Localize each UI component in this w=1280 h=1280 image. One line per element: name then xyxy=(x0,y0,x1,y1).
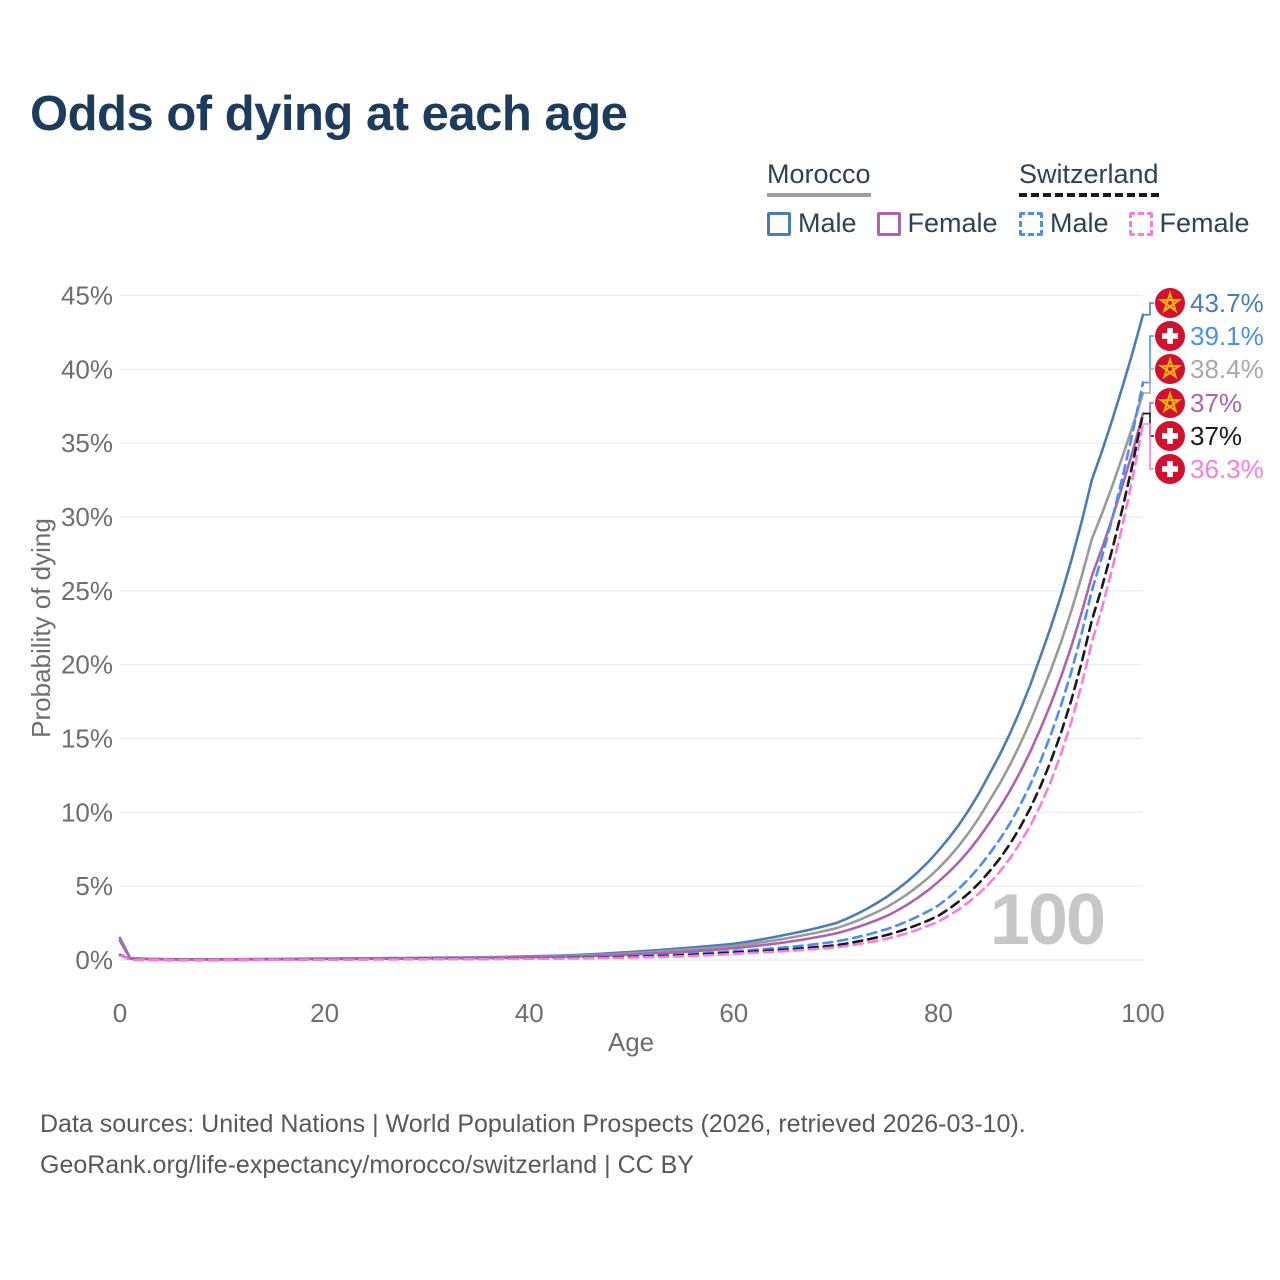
switzerland-flag-icon xyxy=(1155,454,1185,484)
swiss-cross-v xyxy=(1167,328,1173,344)
series-line-morocco-male xyxy=(118,313,1145,961)
x-tick-label: 40 xyxy=(515,998,544,1028)
end-value-label-5: 36.3% xyxy=(1190,454,1264,484)
y-tick-label: 5% xyxy=(75,871,113,901)
legend-swatch-switzerland-female-icon xyxy=(1128,211,1153,236)
y-tick-label: 0% xyxy=(75,945,113,975)
series-line-switzerland-female xyxy=(118,422,1145,962)
x-axis-title: Age xyxy=(608,1027,654,1057)
switzerland-flag-icon xyxy=(1155,321,1185,351)
y-axis-title: Probability of dying xyxy=(26,518,56,738)
y-tick-label: 25% xyxy=(61,576,113,606)
legend-group-switzerland: Switzerland Male Female xyxy=(1019,159,1250,239)
morocco-flag-icon xyxy=(1155,388,1185,418)
swiss-cross-v xyxy=(1167,461,1173,477)
legend-group-morocco: Morocco Male Female xyxy=(767,159,998,239)
chart-title: Odds of dying at each age xyxy=(30,87,628,141)
end-value-label-1: 39.1% xyxy=(1190,321,1264,351)
y-tick-label: 15% xyxy=(61,724,113,754)
series-line-morocco-total xyxy=(118,391,1145,961)
series-line-switzerland-male xyxy=(118,381,1145,962)
y-tick-label: 35% xyxy=(61,428,113,458)
legend-label-morocco-female: Female xyxy=(907,208,998,238)
legend-label-switzerland-male: Male xyxy=(1050,208,1109,238)
morocco-flag-circle xyxy=(1155,388,1185,418)
x-tick-label: 80 xyxy=(924,998,953,1028)
swiss-cross-v xyxy=(1167,428,1173,444)
source-attribution: Data sources: United Nations | World Pop… xyxy=(40,1104,1026,1186)
age-watermark: 100 xyxy=(990,880,1104,960)
y-tick-label: 40% xyxy=(61,354,113,384)
leader-line-2 xyxy=(1143,368,1154,394)
morocco-star xyxy=(1157,390,1183,414)
legend-swatch-morocco-male-icon xyxy=(767,211,791,236)
legend-items-switzerland: Male Female xyxy=(1019,208,1250,239)
series-line-morocco-female xyxy=(118,412,1145,961)
legend-country-name-morocco: Morocco xyxy=(767,159,871,197)
legend-items-morocco: Male Female xyxy=(767,208,998,239)
switzerland-flag-icon xyxy=(1155,421,1185,451)
legend-label-morocco-male: Male xyxy=(798,208,857,238)
legend-swatch-switzerland-male-icon xyxy=(1019,211,1043,236)
morocco-star xyxy=(1157,356,1183,380)
leader-line-5 xyxy=(1143,423,1154,470)
end-value-label-2: 38.4% xyxy=(1190,354,1264,384)
morocco-flag-icon xyxy=(1155,354,1185,384)
x-tick-label: 0 xyxy=(113,998,127,1028)
y-tick-label: 20% xyxy=(61,650,113,680)
end-value-label-4: 37% xyxy=(1190,421,1242,451)
data-sources-line: Data sources: United Nations | World Pop… xyxy=(40,1110,1026,1138)
leader-line-1 xyxy=(1143,335,1154,384)
legend-label-switzerland-female: Female xyxy=(1159,208,1250,238)
morocco-flag-circle xyxy=(1155,354,1185,384)
georank-url-line: GeoRank.org/life-expectancy/morocco/swit… xyxy=(40,1151,694,1179)
end-value-label-0: 43.7% xyxy=(1190,288,1264,318)
y-tick-label: 10% xyxy=(61,797,113,827)
x-tick-label: 100 xyxy=(1121,998,1164,1028)
leader-line-3 xyxy=(1143,402,1154,415)
leader-line-0 xyxy=(1143,302,1154,316)
series-line-switzerland-total xyxy=(118,412,1145,962)
y-tick-label: 30% xyxy=(61,502,113,532)
x-tick-label: 60 xyxy=(719,998,748,1028)
morocco-flag-icon xyxy=(1155,288,1185,318)
legend-country-name-switzerland: Switzerland xyxy=(1019,159,1159,197)
x-tick-label: 20 xyxy=(310,998,339,1028)
end-value-label-3: 37% xyxy=(1190,388,1242,418)
morocco-star xyxy=(1157,290,1183,314)
legend-swatch-morocco-female-icon xyxy=(876,211,901,236)
y-tick-label: 45% xyxy=(61,281,113,311)
morocco-flag-circle xyxy=(1155,288,1185,318)
